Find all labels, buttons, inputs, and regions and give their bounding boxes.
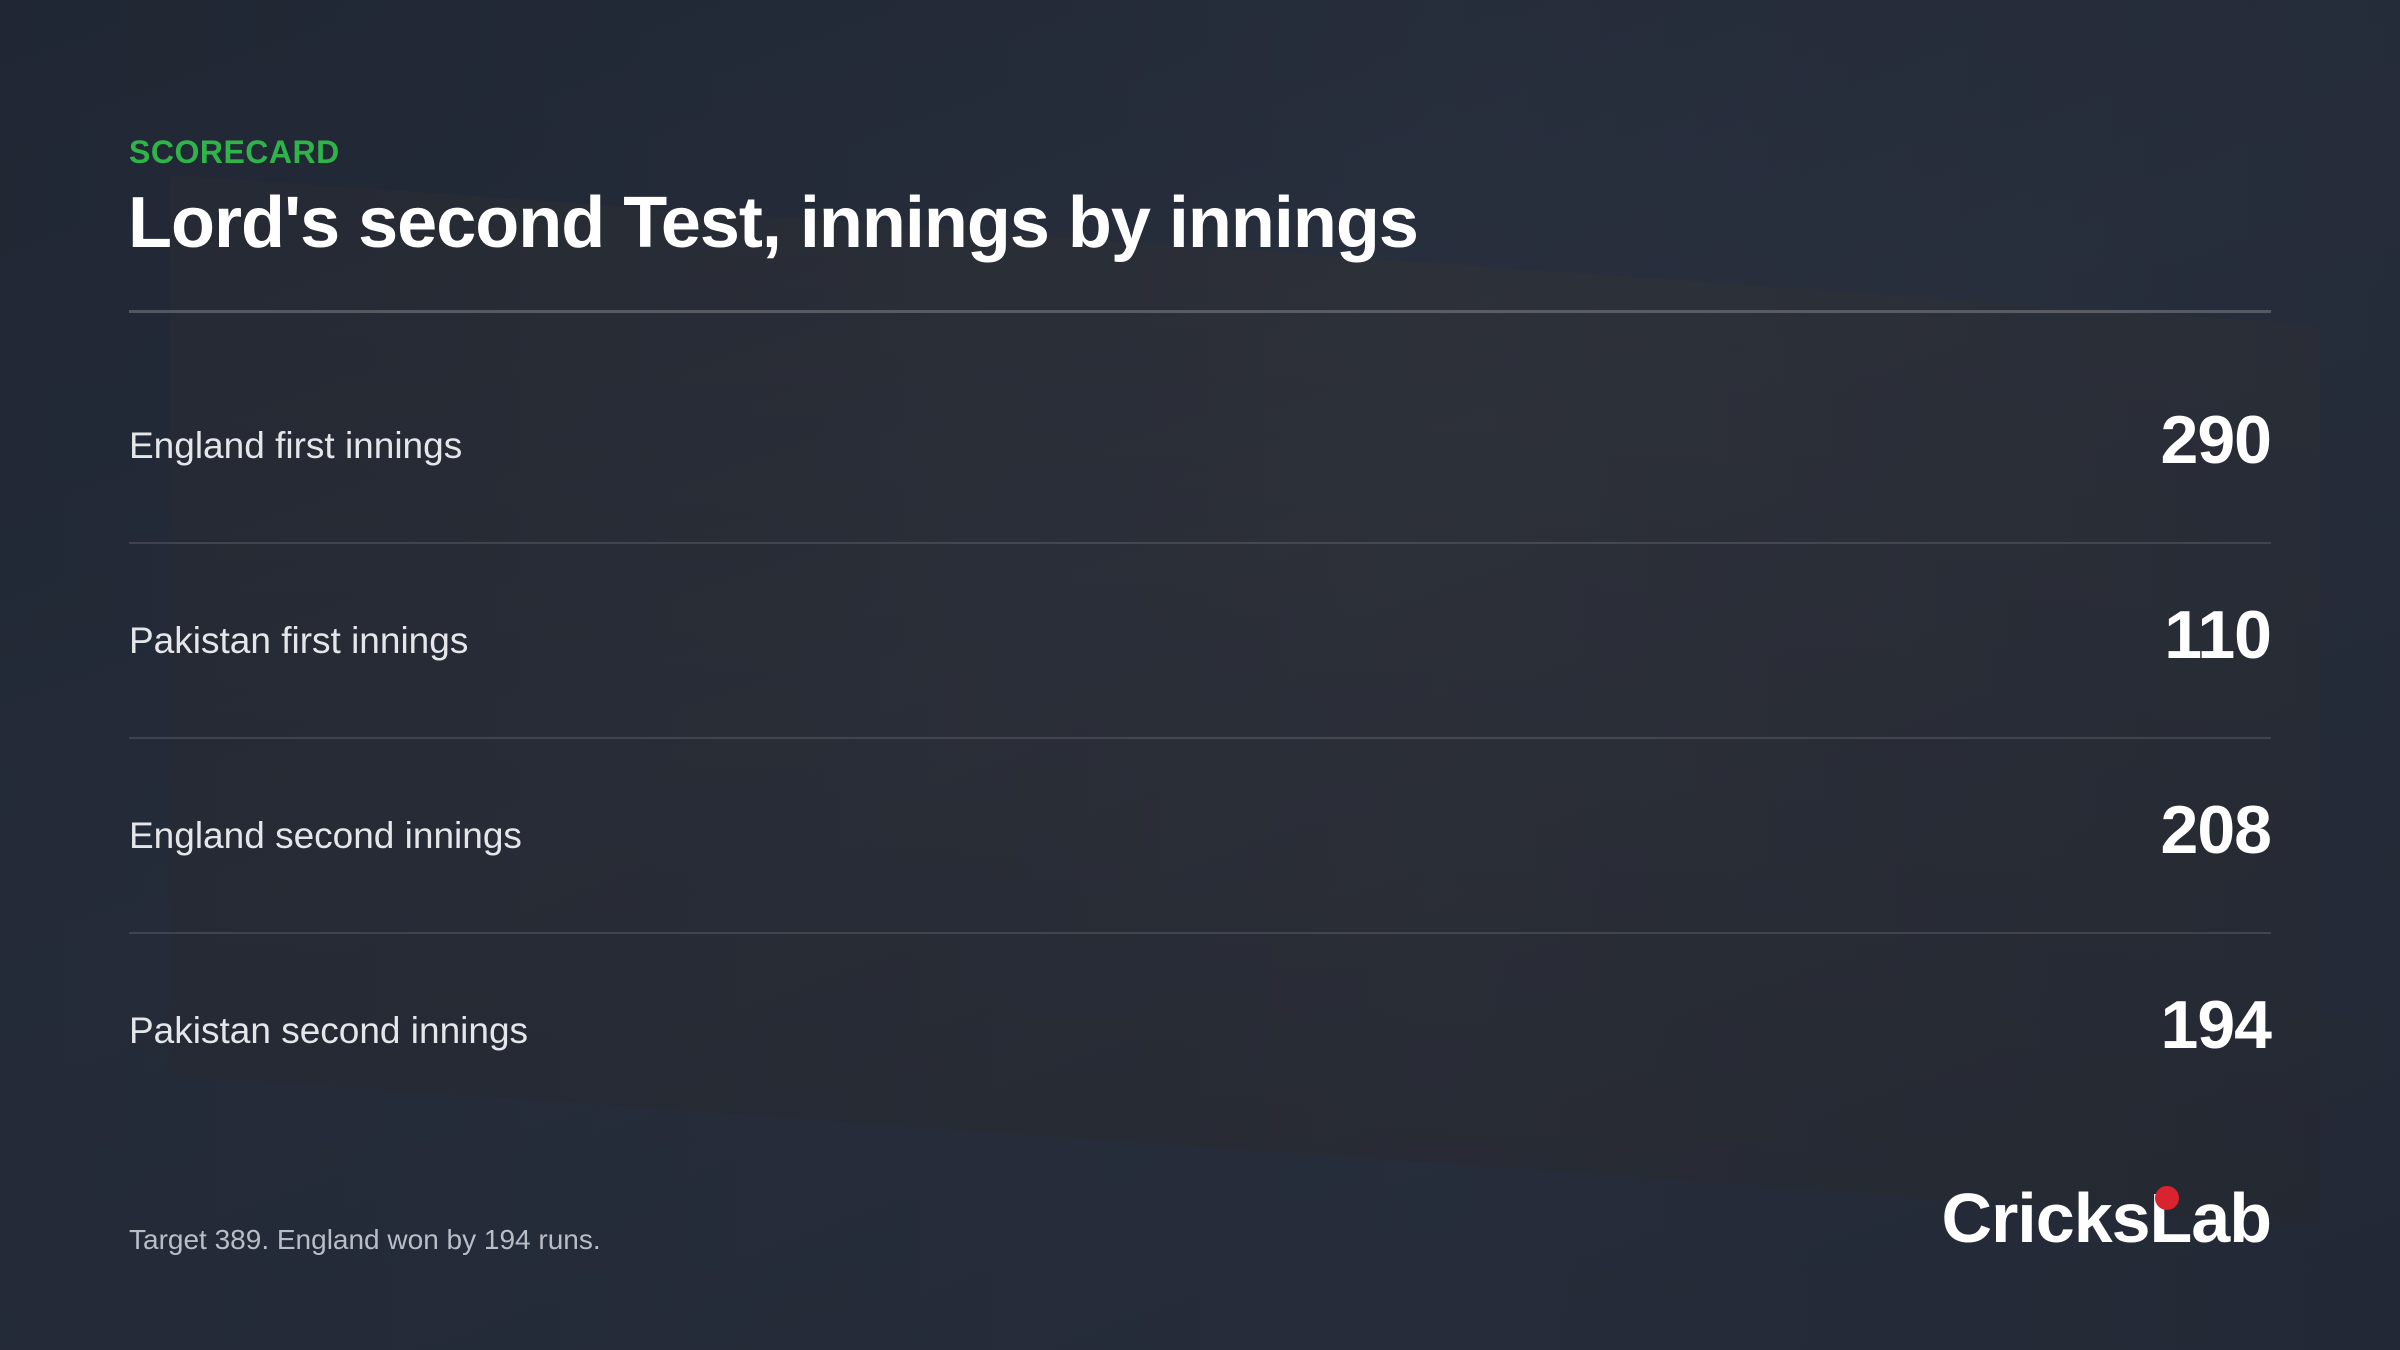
innings-row: England first innings 290 (129, 348, 2272, 543)
innings-label: England second innings (129, 814, 522, 856)
header-divider (129, 310, 2271, 313)
title: Lord's second Test, innings by innings (128, 183, 1419, 263)
innings-row: Pakistan first innings 110 (129, 543, 2272, 738)
brand-logo: CricksLab (1941, 1179, 2272, 1257)
row-separator (129, 737, 2271, 739)
logo-ball (2155, 1186, 2179, 1210)
innings-label: England first innings (129, 424, 463, 466)
row-separator (129, 932, 2271, 934)
innings-score: 290 (2160, 401, 2272, 478)
result-note: Target 389. England won by 194 runs. (129, 1224, 601, 1255)
innings-score: 110 (2164, 596, 2272, 673)
innings-score: 208 (2160, 791, 2272, 868)
innings-label: Pakistan first innings (129, 619, 469, 661)
innings-label: Pakistan second innings (129, 1009, 529, 1051)
innings-row: Pakistan second innings 194 (129, 933, 2272, 1128)
row-separator (129, 542, 2271, 544)
innings-row: England second innings 208 (129, 738, 2272, 933)
kicker: SCORECARD (129, 134, 340, 170)
innings-score: 194 (2160, 986, 2272, 1063)
